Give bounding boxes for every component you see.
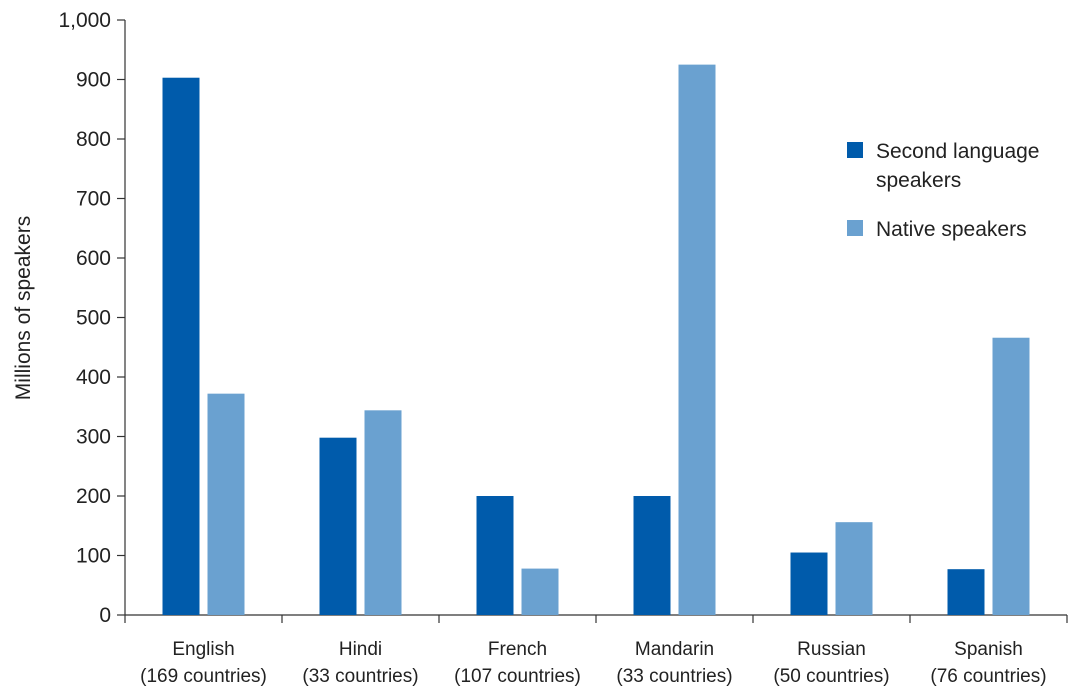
y-tick-label: 900 [76, 69, 111, 92]
legend-label-0-1: speakers [876, 169, 961, 192]
legend: Second language speakers Native speakers [847, 140, 1039, 241]
y-tick-label: 500 [76, 307, 111, 330]
y-tick-label: 600 [76, 247, 111, 270]
legend-swatch-1 [847, 220, 863, 236]
bar-native-mandarin [678, 64, 716, 615]
y-tick-label: 200 [76, 485, 111, 508]
y-axis-title: Millions of speakers [12, 216, 35, 400]
y-tick-label: 700 [76, 188, 111, 211]
x-tick-label-spanish: Spanish [954, 639, 1023, 660]
bars [162, 64, 1030, 616]
y-tick-label: 100 [76, 545, 111, 568]
legend-label-1-0: Native speakers [876, 218, 1027, 241]
x-tick-label-french: French [488, 639, 547, 660]
x-tick-label-russian: Russian [797, 639, 866, 660]
bar-native-french [521, 568, 559, 615]
x-tick-sublabel-hindi: (33 countries) [302, 666, 418, 687]
x-tick-labels: English (169 countries) Hindi (33 countries… [140, 639, 1046, 687]
x-tick-label-hindi: Hindi [339, 639, 382, 660]
y-tick-label: 800 [76, 128, 111, 151]
x-tick-sublabel-french: (107 countries) [454, 666, 581, 687]
bar-second-language-hindi [319, 437, 357, 615]
x-tick-sublabel-spanish: (76 countries) [930, 666, 1046, 687]
y-tick-label: 400 [76, 366, 111, 389]
axes [117, 19, 1068, 623]
y-tick-label: 300 [76, 426, 111, 449]
bar-second-language-russian [790, 552, 828, 615]
x-tick-sublabel-russian: (50 countries) [773, 666, 889, 687]
bar-native-russian [835, 522, 873, 615]
x-tick-sublabel-english: (169 countries) [140, 666, 267, 687]
bar-second-language-english [162, 77, 200, 616]
bar-native-hindi [364, 410, 402, 615]
bar-second-language-spanish [947, 569, 985, 615]
y-tick-label: 0 [99, 604, 111, 627]
y-tick-labels: 0 100 200 300 400 500 600 700 800 900 1,000 [58, 9, 111, 627]
legend-swatch-0 [847, 142, 863, 158]
y-tick-label: 1,000 [58, 9, 111, 32]
x-tick-sublabel-mandarin: (33 countries) [616, 666, 732, 687]
bar-native-spanish [992, 337, 1030, 615]
x-tick-label-mandarin: Mandarin [635, 639, 714, 660]
bar-native-english [207, 393, 245, 615]
legend-label-0-0: Second language [876, 140, 1039, 163]
bar-second-language-mandarin [633, 496, 671, 615]
x-tick-label-english: English [172, 639, 234, 660]
bar-second-language-french [476, 496, 514, 615]
